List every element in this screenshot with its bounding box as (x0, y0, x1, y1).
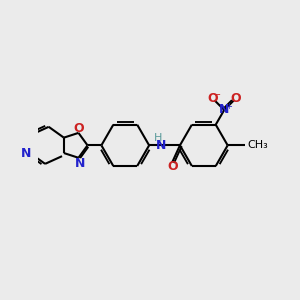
Text: O: O (167, 160, 178, 173)
Text: N: N (21, 146, 31, 160)
Text: N: N (155, 139, 166, 152)
Text: +: + (225, 102, 232, 111)
Text: −: − (213, 90, 221, 100)
Text: H: H (153, 133, 162, 142)
Text: N: N (219, 103, 230, 116)
Text: O: O (73, 122, 84, 135)
Text: CH₃: CH₃ (248, 140, 268, 150)
Text: N: N (75, 157, 85, 170)
Text: O: O (208, 92, 218, 105)
Text: O: O (230, 92, 241, 105)
